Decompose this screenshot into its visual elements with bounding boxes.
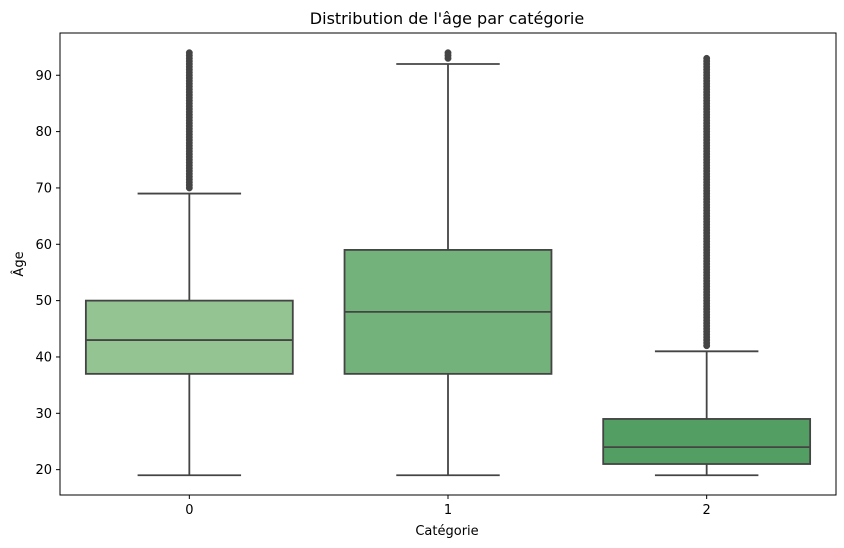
y-axis: 20 30 40 50 60 70 80 90 xyxy=(35,69,60,478)
outlier-point xyxy=(703,54,711,62)
plot-area xyxy=(84,49,812,477)
outliers xyxy=(444,49,452,62)
outlier-point xyxy=(185,49,193,57)
box-group-1 xyxy=(343,49,553,477)
outliers xyxy=(185,49,193,192)
box-iqr xyxy=(84,299,294,375)
y-tick-label: 30 xyxy=(35,407,52,422)
y-axis-label: Âge xyxy=(11,251,27,276)
y-tick-label: 80 xyxy=(35,125,52,140)
chart-title: Distribution de l'âge par catégorie xyxy=(310,9,584,28)
x-tick-label: 2 xyxy=(703,503,711,518)
box-group-2 xyxy=(602,54,812,477)
box-iqr xyxy=(602,418,812,465)
outlier-point xyxy=(444,49,452,57)
y-tick-label: 40 xyxy=(35,350,52,365)
x-axis: 0 1 2 xyxy=(185,495,711,518)
y-tick-label: 60 xyxy=(35,238,52,253)
y-tick-label: 70 xyxy=(35,181,52,196)
x-tick-label: 0 xyxy=(185,503,193,518)
x-tick-label: 1 xyxy=(444,503,452,518)
outliers xyxy=(703,54,711,350)
box-group-0 xyxy=(84,49,294,477)
y-tick-label: 90 xyxy=(35,69,52,84)
y-tick-label: 50 xyxy=(35,294,52,309)
y-tick-label: 20 xyxy=(35,463,52,478)
x-axis-label: Catégorie xyxy=(415,524,478,539)
